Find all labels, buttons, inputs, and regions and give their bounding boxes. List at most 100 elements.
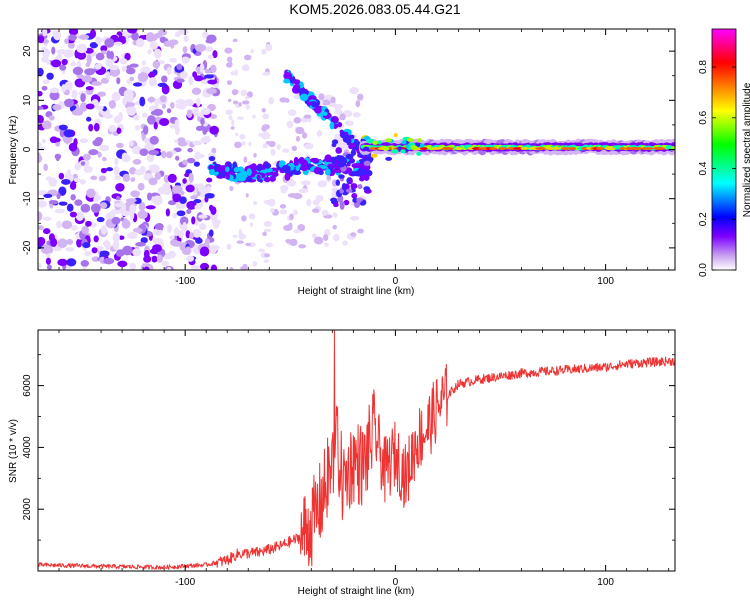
heatmap-cell bbox=[159, 95, 167, 103]
heatmap-cell bbox=[175, 155, 180, 161]
heatmap-cell bbox=[208, 168, 215, 176]
heatmap-cell bbox=[350, 149, 356, 156]
heatmap-cell bbox=[229, 267, 234, 270]
heatmap-cell bbox=[175, 99, 186, 104]
heatmap-cell bbox=[236, 175, 247, 182]
heatmap-cell bbox=[38, 90, 43, 97]
heatmap-cell bbox=[184, 100, 194, 107]
heatmap-cell bbox=[176, 63, 183, 71]
heatmap-cell bbox=[238, 102, 242, 107]
heatmap-cell bbox=[316, 130, 323, 137]
heatmap-cell bbox=[89, 29, 97, 39]
heatmap-cell bbox=[154, 98, 159, 108]
heatmap-cell bbox=[85, 62, 91, 68]
heatmap-cell bbox=[169, 124, 180, 129]
heatmap-cell bbox=[209, 114, 218, 119]
heatmap-cell bbox=[234, 89, 239, 94]
heatmap-cell bbox=[298, 188, 309, 194]
heatmap-cell bbox=[179, 216, 189, 226]
heatmap-cell bbox=[342, 135, 350, 143]
heatmap-cell bbox=[125, 67, 136, 75]
heatmap-cell bbox=[38, 35, 45, 44]
heatmap-cell bbox=[114, 202, 123, 208]
heatmap-cell bbox=[126, 29, 138, 34]
heatmap-cell bbox=[334, 106, 341, 111]
heatmap-cell bbox=[66, 169, 72, 177]
heatmap-cell bbox=[179, 71, 188, 79]
heatmap-cell bbox=[289, 213, 294, 221]
heatmap-cell bbox=[309, 167, 315, 172]
heatmap-cell bbox=[170, 239, 179, 247]
heatmap-cell bbox=[241, 215, 247, 222]
heatmap-cell bbox=[332, 212, 338, 218]
y-tick-label: 10 bbox=[22, 94, 33, 106]
heatmap-cell bbox=[204, 68, 211, 74]
heatmap-cell bbox=[38, 105, 44, 111]
heatmap-cell bbox=[49, 87, 59, 94]
heatmap-cell bbox=[331, 187, 339, 192]
heatmap-cell bbox=[312, 233, 317, 239]
heatmap-cell bbox=[167, 224, 172, 233]
heatmap-cell bbox=[248, 213, 256, 220]
heatmap-cell bbox=[199, 63, 205, 73]
heatmap-cell bbox=[210, 264, 218, 270]
heatmap-cell bbox=[227, 98, 232, 102]
heatmap-cell bbox=[68, 34, 77, 41]
heatmap-cell bbox=[619, 147, 626, 150]
heatmap-cell bbox=[82, 241, 91, 249]
heatmap-cell bbox=[186, 255, 195, 262]
heatmap-cell bbox=[357, 93, 364, 101]
heatmap-cell bbox=[88, 123, 94, 132]
heatmap-cell bbox=[297, 224, 306, 232]
heatmap-cell bbox=[66, 238, 74, 245]
heatmap-cell bbox=[103, 257, 115, 265]
heatmap-cell bbox=[154, 172, 162, 180]
colorbar-ticks: 0.0 0.2 0.4 0.6 0.8 bbox=[698, 60, 736, 277]
heatmap-cell bbox=[99, 202, 108, 209]
heatmap-cell bbox=[125, 198, 137, 203]
heatmap-cell bbox=[253, 152, 257, 158]
x-tick-label: -100 bbox=[175, 577, 195, 588]
heatmap-cell bbox=[46, 264, 52, 270]
heatmap-cell bbox=[269, 208, 275, 213]
heatmap-cell bbox=[204, 192, 215, 199]
heatmap-cell bbox=[245, 193, 249, 198]
heatmap-cell bbox=[49, 90, 60, 101]
heatmap-cell bbox=[400, 149, 406, 154]
heatmap-cell bbox=[357, 183, 363, 190]
heatmap-cell bbox=[297, 88, 306, 93]
x-tick-label: 0 bbox=[393, 577, 399, 588]
heatmap-cell bbox=[67, 41, 75, 49]
heatmap-cell bbox=[268, 198, 276, 207]
heatmap-cell bbox=[123, 89, 134, 100]
heatmap-cell bbox=[161, 75, 168, 83]
heatmap-cell bbox=[174, 119, 180, 126]
heatmap-cell bbox=[330, 197, 338, 203]
figure-title: KOM5.2026.083.05.44.G21 bbox=[289, 1, 461, 17]
heatmap-cell bbox=[365, 156, 374, 162]
heatmap-cell bbox=[337, 122, 343, 128]
heatmap-cell bbox=[390, 149, 399, 154]
heatmap-cell bbox=[117, 260, 128, 268]
heatmap-cell bbox=[312, 199, 320, 206]
heatmap-cell bbox=[42, 39, 49, 44]
heatmap-cell bbox=[46, 60, 51, 65]
heatmap-cell bbox=[129, 262, 137, 270]
heatmap-cell bbox=[95, 245, 104, 251]
heatmap-cell bbox=[38, 142, 42, 147]
heatmap-cell bbox=[351, 193, 358, 199]
heatmap-cell bbox=[52, 104, 62, 111]
heatmap-cell bbox=[245, 95, 249, 100]
heatmap-cell bbox=[268, 97, 275, 105]
heatmap-cell bbox=[200, 107, 211, 115]
heatmap-cell bbox=[292, 170, 302, 176]
heatmap-cell bbox=[48, 177, 58, 187]
heatmap-cell bbox=[143, 266, 150, 270]
heatmap-cell bbox=[129, 204, 137, 214]
heatmap-cell bbox=[184, 172, 190, 178]
colorbar-tick-label: 0.8 bbox=[698, 60, 709, 74]
heatmap-cell bbox=[66, 258, 77, 267]
heatmap-cell bbox=[192, 140, 203, 146]
heatmap-cell bbox=[146, 153, 155, 163]
